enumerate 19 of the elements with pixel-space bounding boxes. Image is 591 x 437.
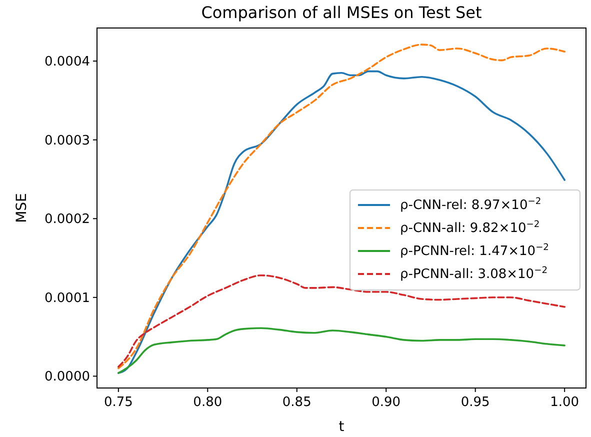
x-tick-label: 0.95 [460, 395, 490, 410]
chart-title: Comparison of all MSEs on Test Set [201, 3, 482, 22]
x-tick-label: 0.85 [282, 395, 312, 410]
y-axis-title: MSE [14, 193, 30, 223]
x-axis-title: t [338, 419, 345, 435]
y-tick-label: 0.0004 [44, 54, 90, 70]
x-tick-label: 0.90 [372, 395, 401, 410]
legend-label: ρ-PCNN-all: 3.08×10$^{−2}$ [400, 266, 548, 282]
legend-label: ρ-PCNN-rel: 1.47×10$^{−2}$ [400, 243, 549, 259]
x-tick-label: 0.75 [104, 395, 133, 410]
y-tick-label: 0.0003 [44, 133, 90, 148]
x-tick-label: 1.00 [550, 395, 580, 410]
y-tick-label: 0.0000 [44, 370, 90, 385]
y-tick-label: 0.0001 [44, 290, 90, 306]
legend-label: ρ-CNN-all: 9.82×10$^{−2}$ [400, 220, 540, 236]
x-tick-label: 0.80 [193, 395, 222, 410]
legend-label: ρ-CNN-rel: 8.97×10$^{−2}$ [400, 197, 542, 213]
line-series [118, 327, 566, 374]
y-tick-label: 0.0002 [44, 212, 90, 228]
